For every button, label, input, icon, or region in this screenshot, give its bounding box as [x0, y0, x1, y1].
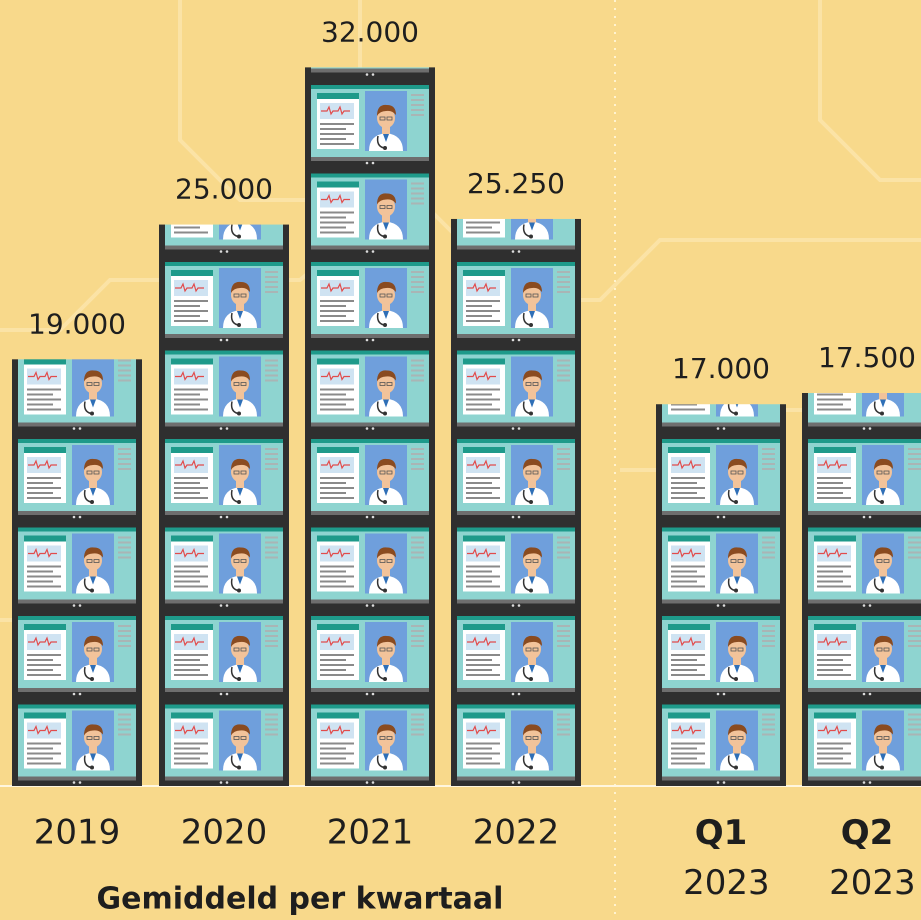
chart: Gemiddeld per kwartaal 19.000 2019 25.000 2…	[0, 0, 921, 920]
x-tick-label: Q2 2023	[818, 813, 915, 903]
group-label: Gemiddeld per kwartaal	[97, 882, 504, 917]
pictogram-bar	[451, 219, 581, 786]
value-label: 25.250	[467, 167, 565, 200]
value-label: 19.000	[28, 307, 126, 340]
pictogram-bar	[305, 67, 435, 786]
pictogram-bar	[159, 225, 289, 786]
value-label: 17.500	[818, 341, 916, 374]
x-tick-label: 2020	[181, 813, 268, 853]
value-label: 17.000	[672, 352, 770, 385]
pictogram-bar	[802, 393, 921, 786]
pictogram-bar	[656, 404, 786, 786]
x-tick-label: Q1 2023	[672, 813, 769, 903]
value-label: 32.000	[321, 15, 419, 48]
value-label: 25.000	[175, 173, 273, 206]
pictogram-bar	[12, 359, 142, 786]
x-tick-label: 2022	[473, 813, 560, 853]
x-tick-label: 2019	[34, 813, 121, 853]
x-tick-label: 2021	[327, 813, 414, 853]
